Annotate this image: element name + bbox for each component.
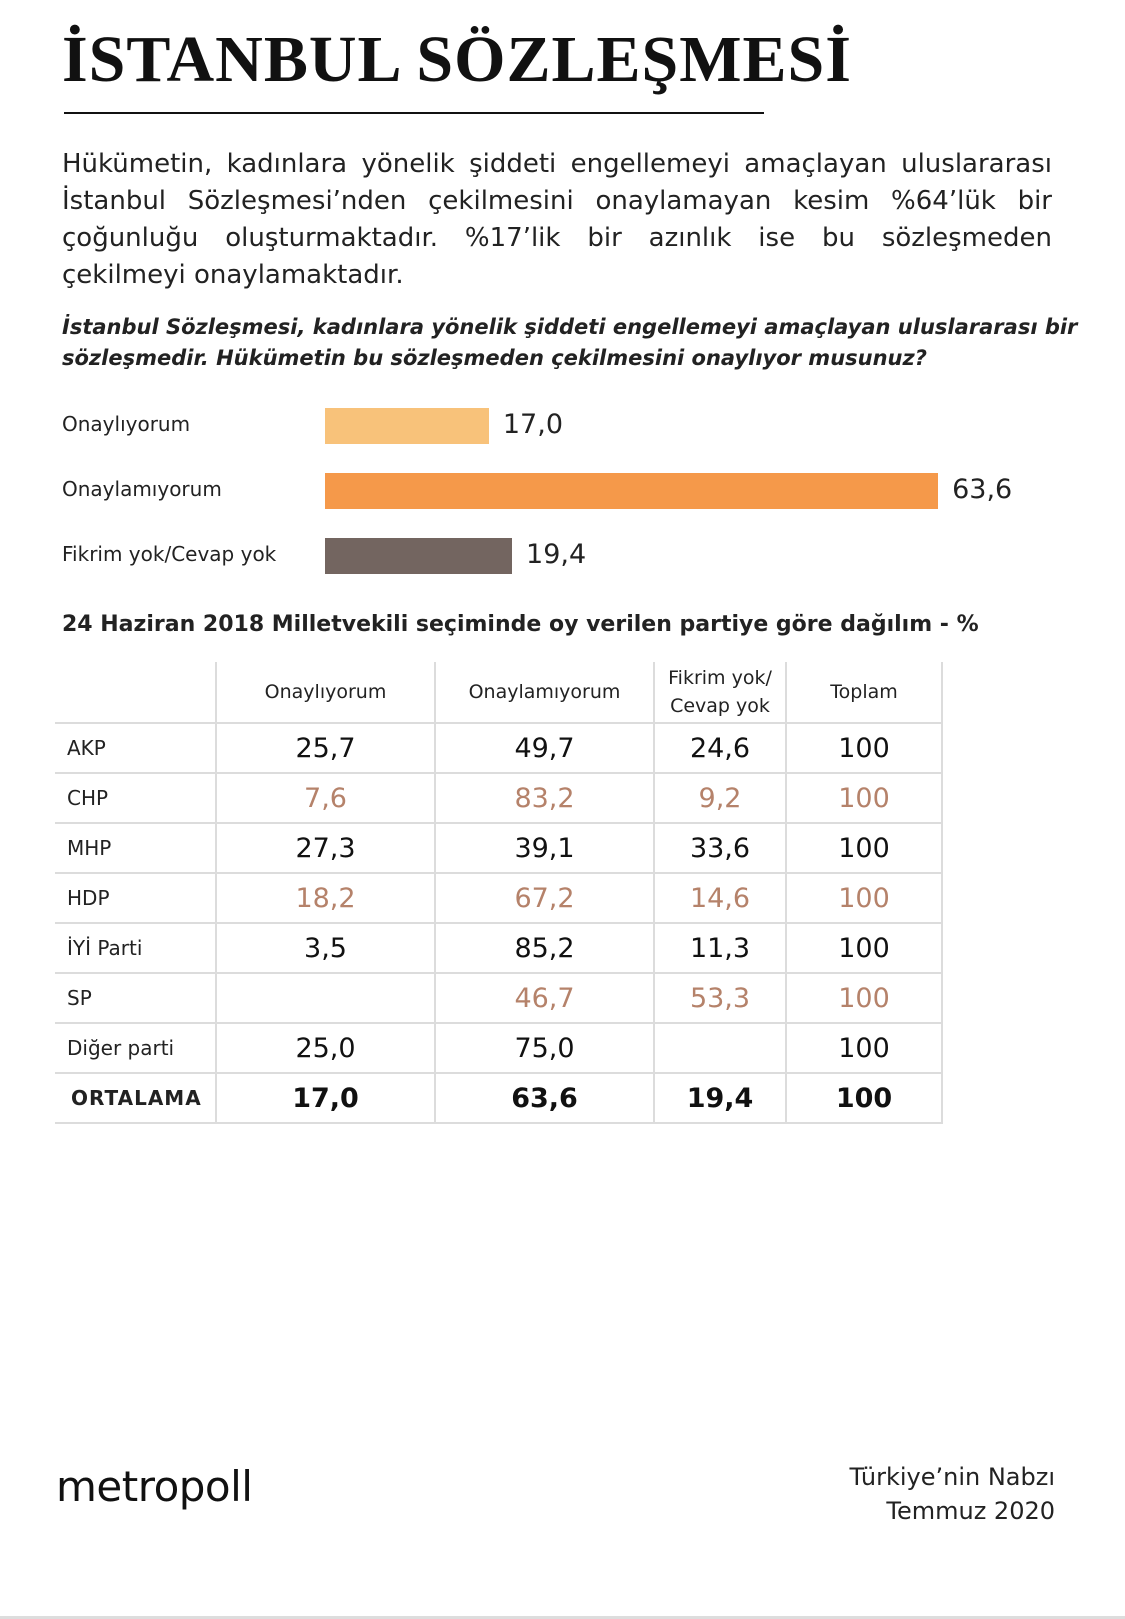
bar bbox=[325, 473, 939, 509]
table-row: İYİ Parti 3,5 85,2 11,3 100 bbox=[55, 923, 943, 974]
table-cell: 100 bbox=[786, 1073, 943, 1124]
party-name: SP bbox=[55, 973, 217, 1024]
table-header-row: Onaylıyorum Onaylamıyorum Fikrim yok/Cevap… bbox=[55, 662, 943, 724]
title-rule bbox=[64, 112, 764, 114]
bar bbox=[325, 538, 513, 574]
source-line-1: Türkiye’nin Nabzı bbox=[849, 1463, 1056, 1491]
column-header: Onaylıyorum bbox=[216, 662, 436, 724]
table-title: 24 Haziran 2018 Milletvekili seçiminde o… bbox=[62, 612, 979, 637]
bar-value-label: 17,0 bbox=[502, 409, 563, 440]
bar-label: Onaylamıyorum bbox=[62, 477, 222, 501]
table-cell: 25,0 bbox=[216, 1023, 436, 1074]
table-cell: 18,2 bbox=[216, 873, 436, 924]
table-row: AKP 25,7 49,7 24,6 100 bbox=[55, 723, 943, 774]
table-cell: 53,3 bbox=[654, 973, 787, 1024]
bar-value-label: 63,6 bbox=[952, 474, 1013, 505]
table-cell: 9,2 bbox=[654, 773, 787, 824]
table-cell: 39,1 bbox=[435, 823, 655, 874]
column-header-text: Onaylıyorum bbox=[264, 681, 387, 703]
table-row: HDP 18,2 67,2 14,6 100 bbox=[55, 873, 943, 924]
table-row: SP 46,7 53,3 100 bbox=[55, 973, 943, 1024]
table-row: ORTALAMA 17,0 63,6 19,4 100 bbox=[55, 1073, 943, 1124]
source-note: Türkiye’nin Nabzı Temmuz 2020 bbox=[850, 1460, 1056, 1528]
table-cell: 25,7 bbox=[216, 723, 436, 774]
table-row: CHP 7,6 83,2 9,2 100 bbox=[55, 773, 943, 824]
party-name: ORTALAMA bbox=[55, 1073, 217, 1124]
table-cell: 49,7 bbox=[435, 723, 655, 774]
survey-question: İstanbul Sözleşmesi, kadınlara yönelik ş… bbox=[62, 312, 1122, 374]
table-cell: 46,7 bbox=[435, 973, 655, 1024]
column-header-text: Onaylamıyorum bbox=[468, 681, 621, 703]
table-cell: 7,6 bbox=[216, 773, 436, 824]
party-breakdown-table: Onaylıyorum Onaylamıyorum Fikrim yok/Cevap… bbox=[55, 662, 943, 1124]
table-cell: 100 bbox=[786, 973, 943, 1024]
column-header-text: Fikrim yok/ bbox=[668, 667, 772, 689]
table-cell: 33,6 bbox=[654, 823, 787, 874]
metropoll-logo: metropoll bbox=[56, 1462, 253, 1511]
table-cell: 100 bbox=[786, 873, 943, 924]
table-cell: 100 bbox=[786, 1023, 943, 1074]
table-cell: 100 bbox=[786, 923, 943, 974]
table-cell: 63,6 bbox=[435, 1073, 655, 1124]
table-cell: 75,0 bbox=[435, 1023, 655, 1074]
table-cell: 100 bbox=[786, 773, 943, 824]
question-line-1: İstanbul Sözleşmesi, kadınlara yönelik ş… bbox=[62, 315, 1078, 339]
column-header-text: Cevap yok bbox=[670, 695, 770, 717]
bar-label: Fikrim yok/Cevap yok bbox=[62, 542, 277, 566]
table-cell: 85,2 bbox=[435, 923, 655, 974]
table-cell: 11,3 bbox=[654, 923, 787, 974]
column-header-text: Toplam bbox=[830, 681, 898, 703]
table-row: Diğer parti 25,0 75,0 100 bbox=[55, 1023, 943, 1074]
party-name: CHP bbox=[55, 773, 217, 824]
column-header: Fikrim yok/Cevap yok bbox=[654, 662, 787, 724]
table-cell: 3,5 bbox=[216, 923, 436, 974]
table-cell: 24,6 bbox=[654, 723, 787, 774]
intro-text: Hükümetin, kadınlara yönelik şiddeti eng… bbox=[62, 149, 1052, 290]
party-name: AKP bbox=[55, 723, 217, 774]
party-name: İYİ Parti bbox=[55, 923, 217, 974]
header-cell-empty bbox=[55, 662, 217, 724]
bar-label: Onaylıyorum bbox=[62, 412, 191, 436]
party-name: Diğer parti bbox=[55, 1023, 217, 1074]
table-cell: 17,0 bbox=[216, 1073, 436, 1124]
bar bbox=[325, 408, 489, 444]
bar-value-label: 19,4 bbox=[526, 539, 587, 570]
bottom-border bbox=[0, 1616, 1125, 1619]
table-cell: 83,2 bbox=[435, 773, 655, 824]
table-cell: 67,2 bbox=[435, 873, 655, 924]
table-row: MHP 27,3 39,1 33,6 100 bbox=[55, 823, 943, 874]
table-cell: 14,6 bbox=[654, 873, 787, 924]
table-cell: 100 bbox=[786, 823, 943, 874]
page-title: İSTANBUL SÖZLEŞMESİ bbox=[62, 23, 852, 96]
source-line-2: Temmuz 2020 bbox=[886, 1497, 1055, 1525]
question-line-2: sözleşmedir. Hükümetin bu sözleşmeden çe… bbox=[62, 346, 927, 370]
table-cell: 19,4 bbox=[654, 1073, 787, 1124]
party-name: MHP bbox=[55, 823, 217, 874]
column-header: Onaylamıyorum bbox=[435, 662, 655, 724]
party-name: HDP bbox=[55, 873, 217, 924]
table-cell bbox=[216, 973, 436, 1024]
table-cell: 27,3 bbox=[216, 823, 436, 874]
column-header: Toplam bbox=[786, 662, 943, 724]
table-cell bbox=[654, 1023, 787, 1074]
table-cell: 100 bbox=[786, 723, 943, 774]
